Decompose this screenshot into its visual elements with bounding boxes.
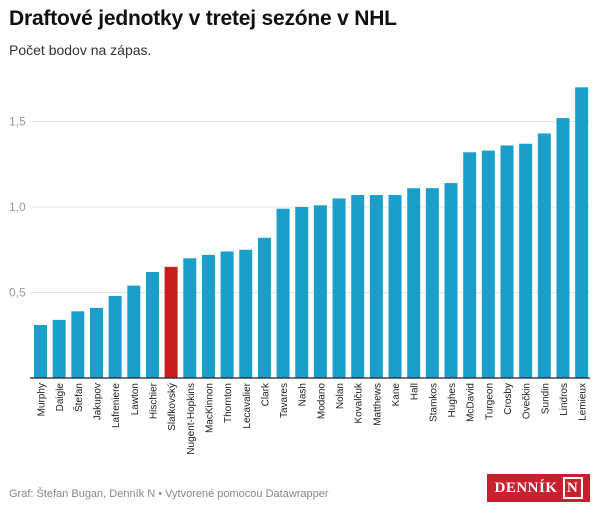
bar[interactable] [575, 87, 589, 379]
bar[interactable] [295, 207, 309, 378]
bar[interactable] [500, 145, 514, 378]
x-tick-label: Clark [260, 382, 271, 406]
bar[interactable] [407, 188, 421, 378]
x-tick-label: MacKinnon [204, 383, 215, 433]
bar[interactable] [52, 319, 66, 378]
bar[interactable] [71, 311, 85, 378]
bar[interactable] [145, 271, 159, 378]
x-tick-label: Daigle [55, 383, 66, 412]
bar-chart: 0,5 1,0 1,5 Murphy Daigle Štefan Jakupov Lafren… [9, 87, 590, 455]
bar[interactable] [164, 266, 178, 378]
x-tick-label: Lemieux [578, 383, 589, 421]
x-tick-label: Lecavalier [242, 382, 253, 428]
bar[interactable] [276, 208, 290, 378]
x-tick-label: Hughes [447, 383, 458, 417]
x-tick-label: Stamkos [428, 383, 439, 422]
x-tick-label: Nash [298, 383, 309, 406]
bar[interactable] [444, 183, 458, 378]
bar[interactable] [332, 198, 346, 378]
bar[interactable] [425, 188, 439, 378]
x-tick-label: Slafkovský [167, 383, 178, 431]
y-tick-label: 1,5 [9, 115, 26, 129]
bar[interactable] [34, 324, 47, 378]
x-tick-label: Thornton [223, 383, 234, 423]
x-tick-label: Hischier [148, 382, 159, 419]
bar[interactable] [257, 237, 271, 378]
x-tick-label: Nolan [335, 383, 346, 409]
chart-subtitle: Počet bodov na zápas. [9, 42, 152, 58]
x-tick-label: Štefan [72, 383, 85, 412]
footer-credit: Graf: Štefan Bugan, Denník N • Vytvorené… [9, 488, 329, 500]
x-tick-label: Lindros [559, 383, 570, 416]
bar[interactable] [313, 205, 327, 378]
x-tick-label: Sundin [540, 383, 551, 414]
x-tick-label: Kovalčuk [354, 382, 365, 424]
x-tick-label: Matthews [372, 383, 383, 426]
x-tick-label: McDavid [466, 383, 477, 422]
bar[interactable] [201, 254, 215, 378]
x-tick-label: Hall [410, 383, 421, 400]
bar[interactable] [537, 133, 551, 378]
bar[interactable] [108, 295, 122, 378]
y-tick-label: 1,0 [9, 200, 26, 214]
y-tick-label: 0,5 [9, 286, 26, 300]
bar[interactable] [481, 150, 495, 378]
x-tick-label: Lafreniere [111, 383, 122, 428]
bar[interactable] [369, 195, 383, 378]
x-tick-label: Tavares [279, 383, 290, 418]
x-tick-label: Turgeon [484, 383, 495, 420]
bar[interactable] [463, 152, 477, 378]
bar[interactable] [239, 249, 253, 378]
bar[interactable] [183, 258, 197, 378]
chart-title: Draftové jednotky v tretej sezóne v NHL [9, 7, 397, 30]
bar[interactable] [556, 118, 570, 378]
bar[interactable] [127, 285, 141, 378]
x-tick-label: Crosby [503, 383, 514, 415]
bar[interactable] [89, 307, 103, 378]
logo-mark: N [562, 477, 583, 499]
dennik-n-logo[interactable]: DENNÍK N [487, 474, 590, 502]
logo-text: DENNÍK [494, 479, 558, 496]
x-tick-label: Ovečkin [522, 383, 533, 419]
x-tick-label: Nugent-Hopkins [186, 383, 197, 455]
bar[interactable] [519, 143, 533, 378]
x-tick-label: Kane [391, 383, 402, 407]
bar[interactable] [220, 251, 234, 378]
x-tick-label: Lawton [130, 383, 141, 415]
x-tick-label: Jakupov [92, 383, 103, 420]
x-tick-label: Murphy [37, 383, 48, 416]
x-tick-label: Modano [316, 383, 327, 420]
bar[interactable] [388, 195, 402, 378]
bar[interactable] [351, 195, 365, 378]
